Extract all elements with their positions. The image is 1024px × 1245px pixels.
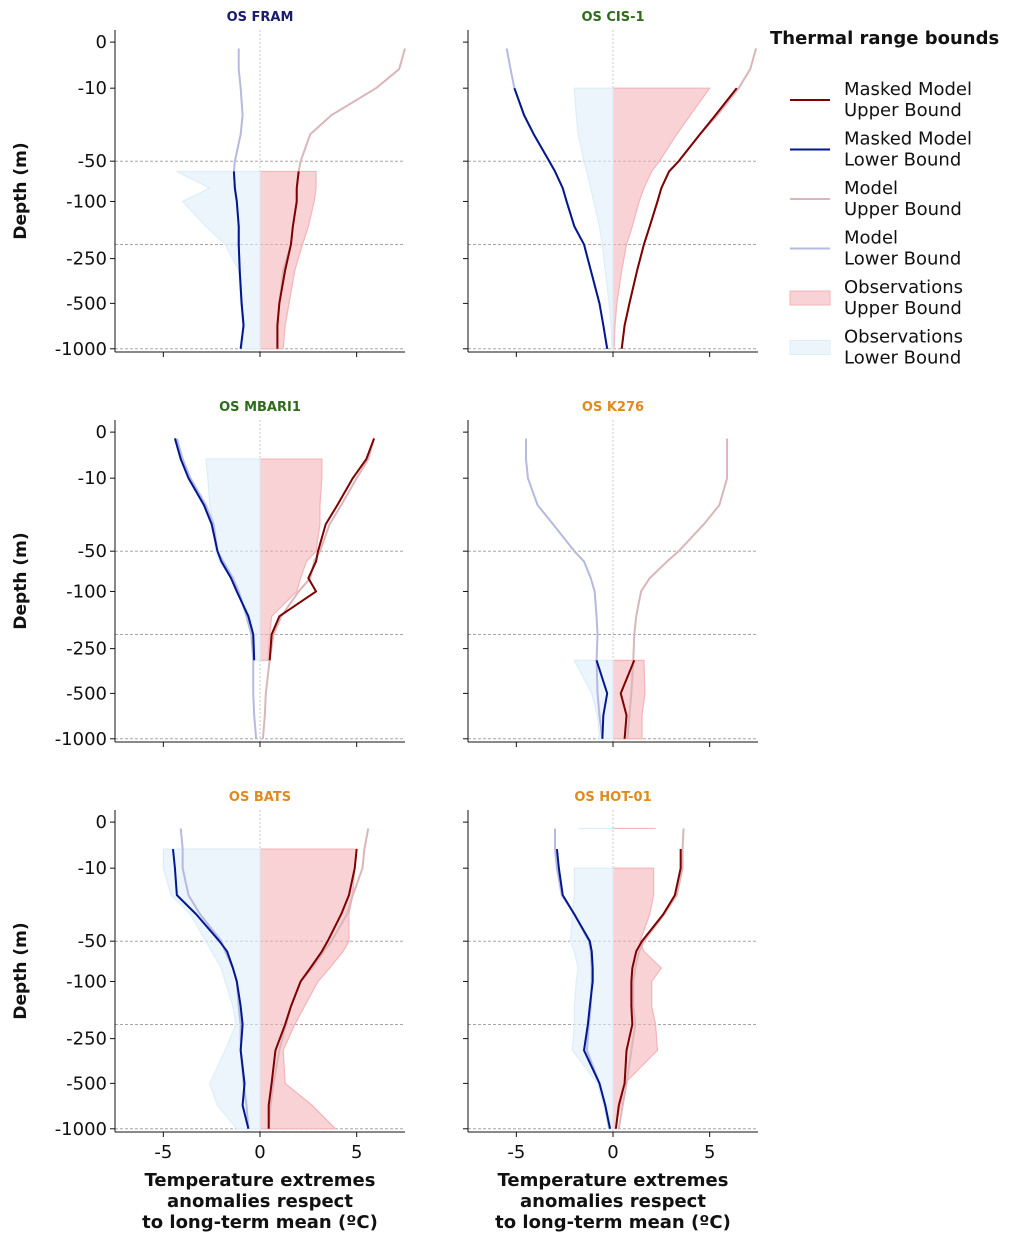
legend-label: Masked Model Lower Bound xyxy=(844,129,972,171)
profile-line xyxy=(614,849,682,1129)
text-line: to long-term mean (ºC) xyxy=(142,1212,378,1233)
legend-label: Observations Lower Bound xyxy=(844,327,963,369)
text-line: Masked Model xyxy=(844,79,972,100)
panel-title: OS HOT-01 xyxy=(574,790,651,805)
legend-label: Model Lower Bound xyxy=(844,228,961,270)
profile-line xyxy=(267,828,370,1129)
text-line: Masked Model xyxy=(844,129,972,150)
profile-line xyxy=(261,438,376,739)
text-line: anomalies respect xyxy=(520,1191,706,1212)
profile-line xyxy=(173,438,256,661)
profile-line xyxy=(172,848,250,1130)
panel-title: OS K276 xyxy=(582,400,644,415)
profile-line xyxy=(617,828,685,1129)
profile-line xyxy=(555,848,612,1129)
text-line: Lower Bound xyxy=(844,348,961,369)
observation-area xyxy=(259,458,323,661)
text-line: Temperature extremes xyxy=(145,1170,376,1191)
y-tick-label: -50 xyxy=(78,151,107,172)
x-tick-label: -5 xyxy=(154,1142,172,1163)
x-tick-label: 5 xyxy=(704,1142,715,1163)
legend-swatch xyxy=(789,290,831,306)
x-axis-label: Temperature extremes anomalies respect to … xyxy=(495,1170,731,1233)
text-line: Upper Bound xyxy=(844,199,962,220)
y-tick-label: -100 xyxy=(66,191,107,212)
observation-area xyxy=(573,87,614,350)
y-tick-label: -10 xyxy=(78,858,107,879)
y-tick-label: 0 xyxy=(96,812,107,833)
profile-line xyxy=(513,87,609,349)
y-tick-label: -1000 xyxy=(55,339,107,360)
text-line: to long-term mean (ºC) xyxy=(495,1212,731,1233)
y-tick-label: -500 xyxy=(66,683,107,704)
legend-swatch xyxy=(789,340,831,355)
y-tick-label: -500 xyxy=(66,293,107,314)
observation-area xyxy=(612,867,663,1130)
x-tick-label: 0 xyxy=(254,1142,265,1163)
y-tick-label: -50 xyxy=(78,541,107,562)
text-line: Lower Bound xyxy=(844,249,961,270)
profile-line xyxy=(525,438,604,739)
y-tick-label: -500 xyxy=(66,1073,107,1094)
panel-title: OS MBARI1 xyxy=(219,400,301,415)
y-tick-label: -250 xyxy=(66,1029,107,1050)
y-tick-label: 0 xyxy=(96,422,107,443)
profile-line xyxy=(626,438,729,739)
profile-line xyxy=(175,438,258,739)
y-tick-label: -100 xyxy=(66,971,107,992)
text-line: Model xyxy=(844,178,898,199)
text-line: anomalies respect xyxy=(167,1191,353,1212)
x-tick-label: 5 xyxy=(351,1142,362,1163)
panel-title: OS FRAM xyxy=(227,10,294,25)
y-axis-label: Depth (m) xyxy=(11,922,31,1019)
panel-title: OS CIS-1 xyxy=(581,10,644,25)
text-line: Lower Bound xyxy=(844,150,961,171)
y-tick-label: -10 xyxy=(78,78,107,99)
legend-label: Observations Upper Bound xyxy=(844,277,963,319)
legend-label: Masked Model Upper Bound xyxy=(844,79,972,121)
y-tick-label: 0 xyxy=(96,32,107,53)
profile-line xyxy=(619,659,636,739)
profile-line xyxy=(276,171,300,349)
text-line: Temperature extremes xyxy=(498,1170,729,1191)
y-axis-label: Depth (m) xyxy=(11,532,31,629)
profile-line xyxy=(620,87,738,349)
observation-area xyxy=(162,848,261,1130)
text-line: Observations xyxy=(844,277,963,298)
profile-line xyxy=(267,848,358,1129)
profile-line xyxy=(232,171,245,349)
x-tick-label: -5 xyxy=(507,1142,525,1163)
panel-title: OS BATS xyxy=(229,790,291,805)
observation-area xyxy=(573,659,614,740)
y-tick-label: -250 xyxy=(66,249,107,270)
text-line: Upper Bound xyxy=(844,100,962,121)
legend-title: Thermal range bounds xyxy=(770,28,999,49)
text-line: Observations xyxy=(844,327,963,348)
text-line: Model xyxy=(844,228,898,249)
y-tick-label: -1000 xyxy=(55,1119,107,1140)
profile-line xyxy=(595,659,609,739)
x-tick-label: 0 xyxy=(607,1142,618,1163)
observation-area xyxy=(259,848,358,1130)
observation-area xyxy=(176,170,261,350)
text-line: Upper Bound xyxy=(844,298,962,319)
y-tick-label: -50 xyxy=(78,931,107,952)
profile-line xyxy=(268,438,376,661)
x-axis-label: Temperature extremes anomalies respect to … xyxy=(142,1170,378,1233)
y-tick-label: -1000 xyxy=(55,729,107,750)
y-tick-label: -100 xyxy=(66,581,107,602)
y-tick-label: -250 xyxy=(66,639,107,660)
y-axis-label: Depth (m) xyxy=(11,142,31,239)
y-tick-label: -10 xyxy=(78,468,107,489)
legend-label: Model Upper Bound xyxy=(844,178,962,220)
